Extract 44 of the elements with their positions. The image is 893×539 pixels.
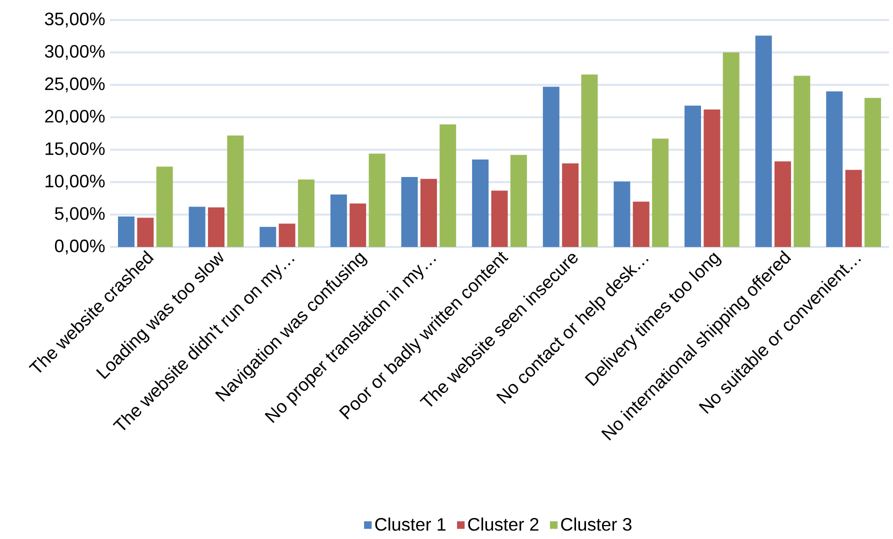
bar <box>472 159 489 247</box>
legend-label: Cluster 3 <box>561 518 632 531</box>
bar <box>794 76 810 247</box>
bar <box>864 98 882 247</box>
y-tick-label: 10,00% <box>46 174 105 190</box>
legend-label: Cluster 2 <box>468 518 538 531</box>
bar <box>652 138 669 247</box>
bar <box>368 154 386 247</box>
bar <box>420 178 437 247</box>
bar <box>491 190 508 247</box>
y-tick-label: 35,00% <box>44 12 105 28</box>
bar <box>562 163 579 247</box>
bar <box>581 74 598 247</box>
bar <box>330 194 347 247</box>
bar <box>542 86 560 247</box>
bar <box>298 180 314 247</box>
bar <box>722 52 740 247</box>
bar <box>401 176 418 247</box>
bar <box>614 181 630 247</box>
bar <box>227 135 244 247</box>
bar <box>137 218 154 247</box>
y-tick-label: 0,00% <box>54 240 105 254</box>
legend-label: Cluster 1 <box>375 518 446 531</box>
bar <box>632 202 650 247</box>
bar <box>774 161 792 247</box>
bar <box>684 106 702 247</box>
bar <box>845 170 862 247</box>
bar <box>755 36 772 247</box>
bar <box>826 91 843 247</box>
bar <box>188 206 206 247</box>
bar <box>440 124 456 247</box>
bar <box>118 216 134 247</box>
y-tick-label: 25,00% <box>45 77 105 92</box>
bar <box>510 154 527 247</box>
y-tick-label: 15,00% <box>46 142 105 158</box>
bar <box>260 226 276 247</box>
bar <box>278 224 296 247</box>
y-tick-label: 5,00% <box>54 207 105 222</box>
bar <box>156 166 173 247</box>
bar <box>704 110 720 247</box>
bar <box>350 204 366 247</box>
bar <box>208 207 224 247</box>
y-tick-label: 30,00% <box>44 44 105 60</box>
y-tick-label: 20,00% <box>45 110 105 125</box>
